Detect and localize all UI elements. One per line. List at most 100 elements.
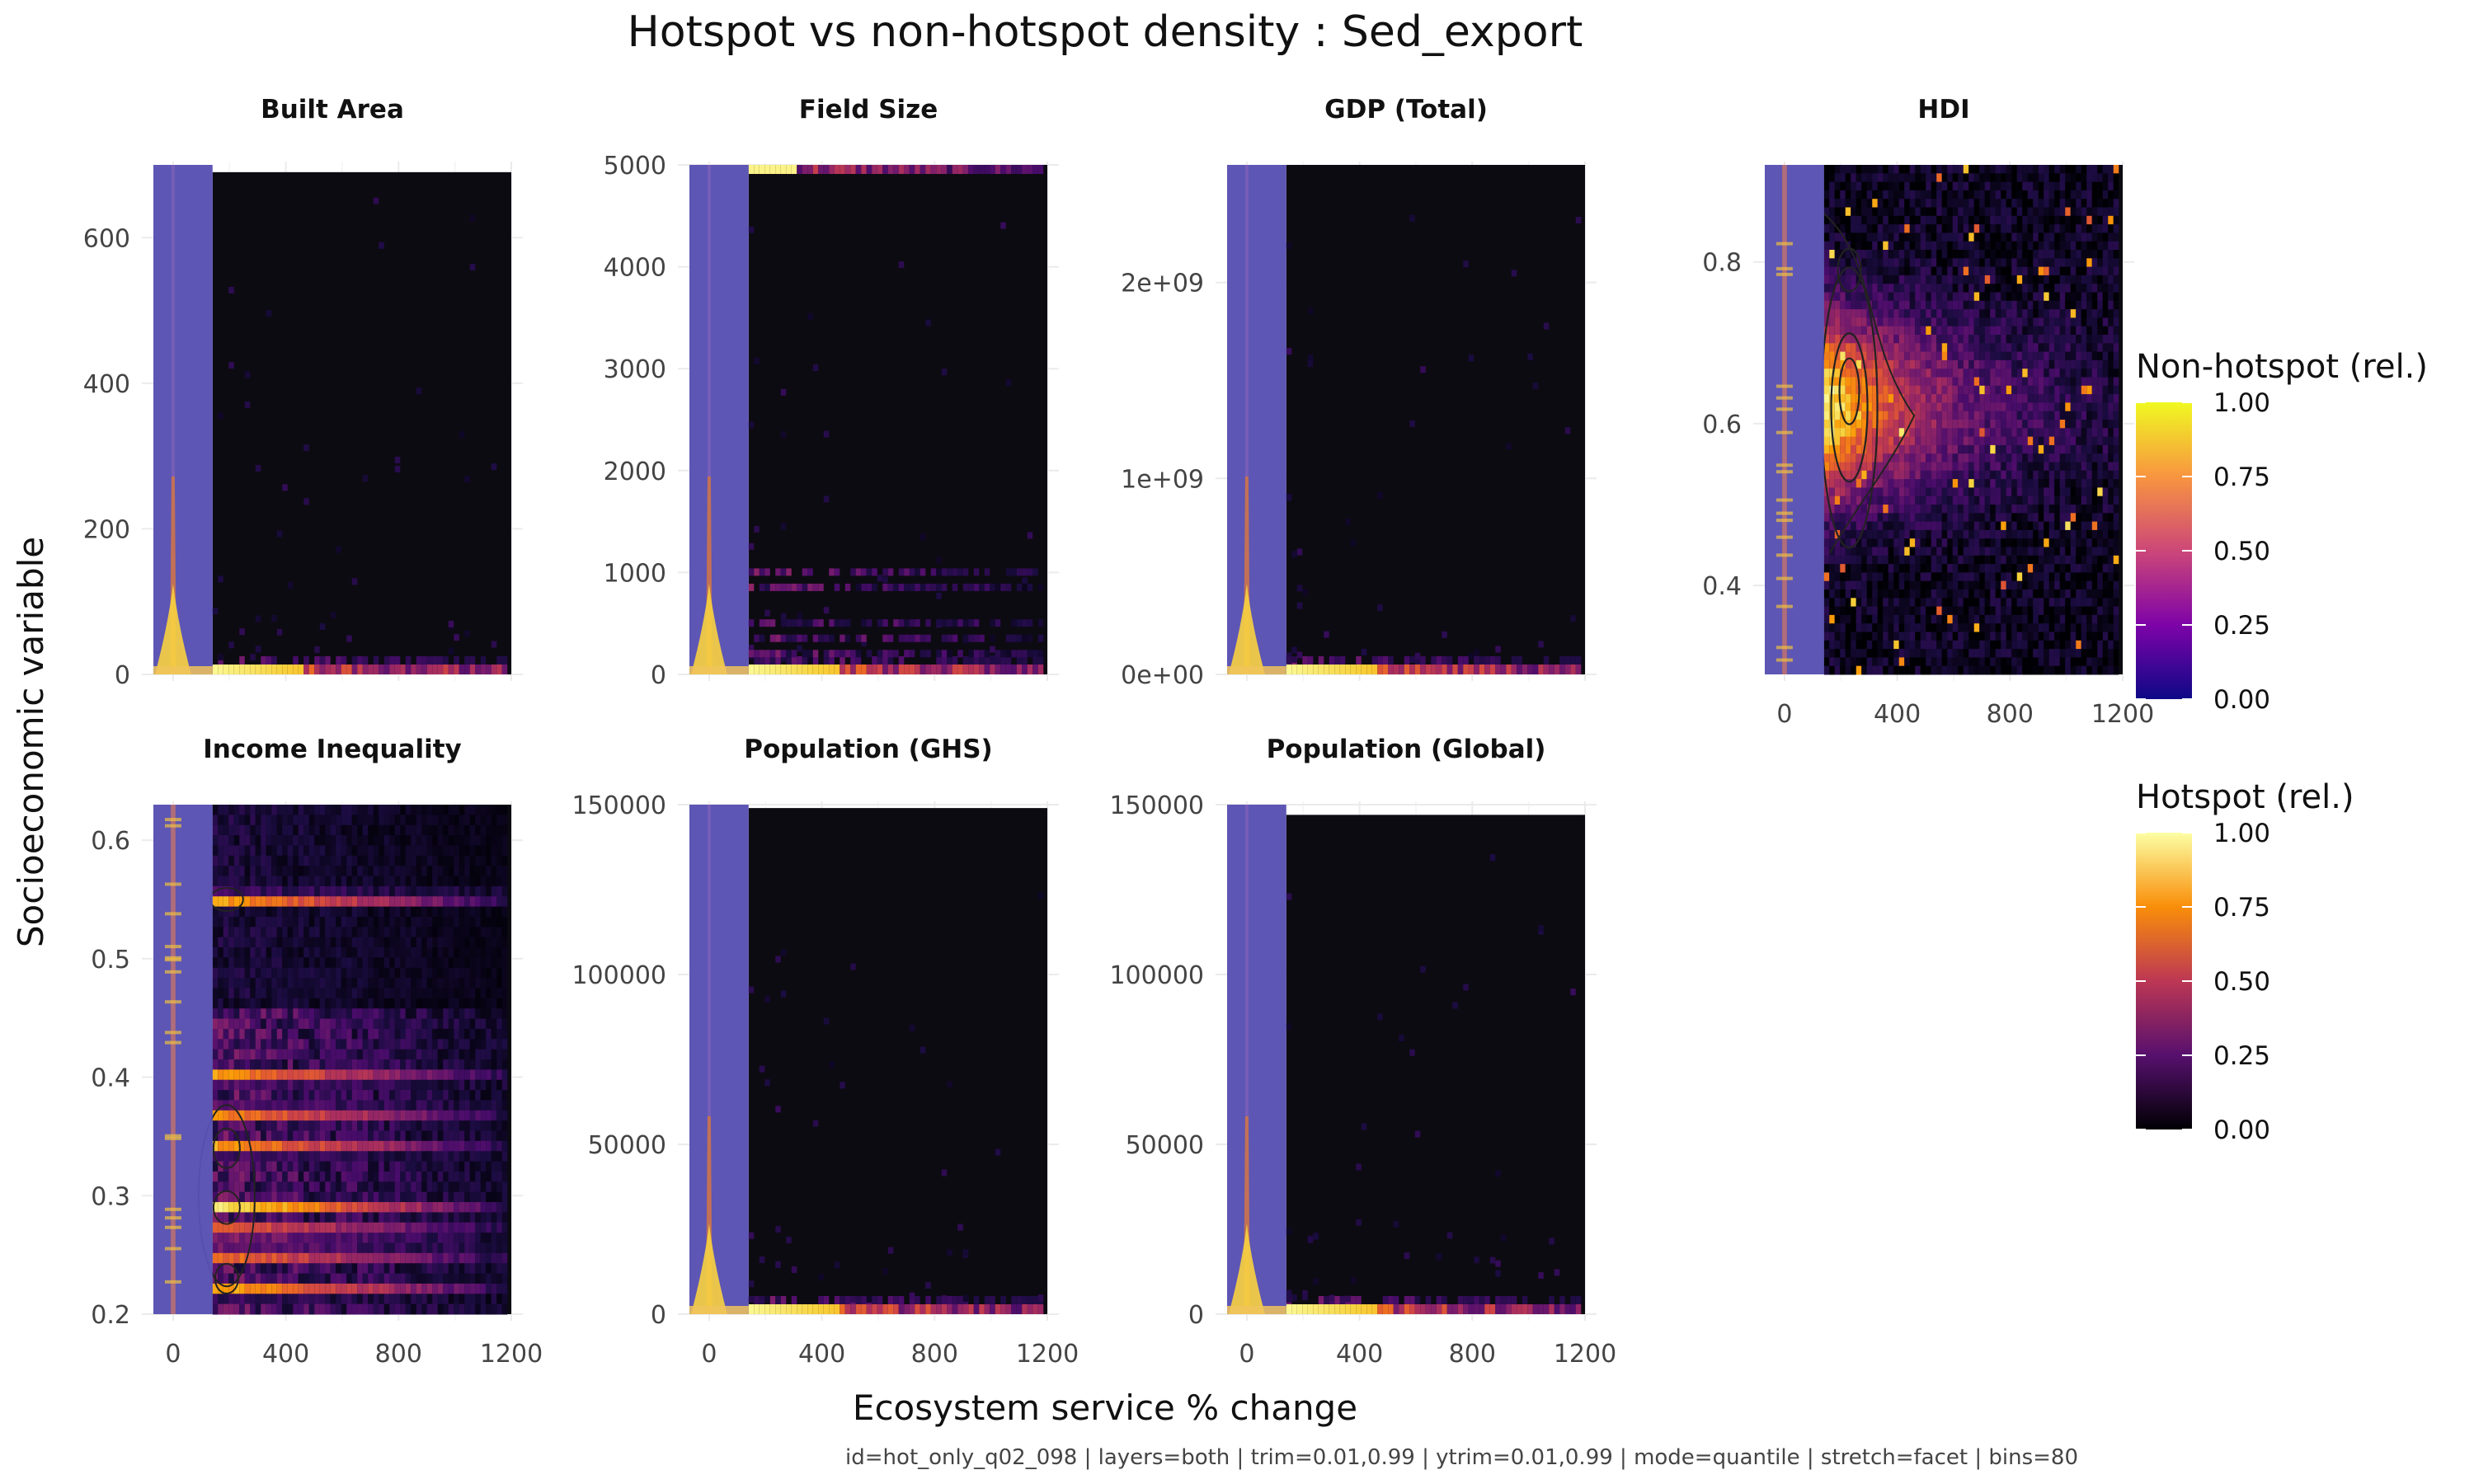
hotspot-cell bbox=[1920, 369, 1926, 378]
hotspot-cell bbox=[1861, 513, 1867, 523]
hotspot-cell bbox=[1968, 623, 1974, 632]
hotspot-cell bbox=[212, 876, 219, 887]
hotspot-cell bbox=[1909, 598, 1916, 608]
hotspot-cell bbox=[2006, 632, 2012, 641]
hotspot-cell bbox=[1990, 369, 1996, 378]
hotspot-cell bbox=[1909, 436, 1916, 446]
hotspot-cell bbox=[2081, 538, 2087, 547]
hotspot-cell bbox=[2086, 649, 2092, 658]
hotspot-sparse-cell bbox=[1468, 355, 1475, 362]
hotspot-cell bbox=[271, 967, 277, 979]
hotspot-sparse-cell bbox=[780, 431, 787, 439]
hotspot-streak-cell bbox=[898, 619, 905, 627]
hotspot-cell bbox=[1840, 589, 1846, 599]
hotspot-cell bbox=[1931, 580, 1937, 590]
hotspot-cell bbox=[2038, 623, 2044, 632]
hotspot-cell bbox=[1823, 479, 1830, 488]
hotspot-cell bbox=[1888, 266, 1894, 276]
hotspot-cell bbox=[2048, 317, 2055, 327]
hotspot-cell bbox=[2113, 529, 2119, 539]
hotspot-cell bbox=[2076, 453, 2081, 463]
hotspot-cell bbox=[2091, 564, 2098, 573]
hotspot-cell bbox=[1995, 317, 2001, 327]
hotspot-cell bbox=[2081, 207, 2087, 217]
hotspot-cell bbox=[266, 885, 272, 897]
hotspot-cell bbox=[1984, 317, 1991, 327]
hotspot-cell bbox=[1979, 436, 1985, 446]
hotspot-cell bbox=[2059, 665, 2066, 675]
hotspot-cell bbox=[2044, 402, 2049, 412]
hotspot-cell bbox=[2108, 300, 2114, 310]
hotspot-cell bbox=[1851, 614, 1856, 624]
hotspot-cell bbox=[2076, 538, 2081, 547]
hotspot-cell bbox=[2033, 266, 2039, 276]
hotspot-cell bbox=[1904, 250, 1910, 259]
hotspot-cell bbox=[2113, 300, 2119, 310]
hotspot-cell bbox=[1947, 224, 1953, 233]
hotspot-cell bbox=[2091, 377, 2098, 387]
hotspot-cell bbox=[276, 957, 283, 969]
hotspot-cell bbox=[1861, 343, 1867, 353]
hotspot-cell bbox=[2048, 614, 2055, 624]
hotspot-cell bbox=[2059, 462, 2066, 472]
hotspot-cell bbox=[1829, 598, 1835, 608]
hotspot-cell bbox=[1909, 640, 1916, 650]
hotspot-cell bbox=[1995, 665, 2001, 675]
hotspot-cell bbox=[2038, 632, 2044, 641]
hotspot-cell bbox=[2070, 529, 2077, 539]
hotspot-cell bbox=[1968, 564, 1974, 573]
hotspot-cell bbox=[1995, 640, 2001, 650]
hotspot-cell bbox=[1898, 359, 1905, 369]
hotspot-cell bbox=[2108, 580, 2114, 590]
hotspot-cell bbox=[1968, 181, 1974, 191]
hotspot-cell bbox=[1952, 224, 1959, 233]
hotspot-cell bbox=[1920, 309, 1926, 318]
hotspot-cell bbox=[2059, 632, 2066, 641]
hotspot-cell bbox=[2097, 411, 2103, 420]
hotspot-cell bbox=[1909, 241, 1916, 251]
hotspot-low-cell bbox=[1442, 656, 1447, 665]
hotspot-cell bbox=[1888, 275, 1894, 284]
non-hotspot-band bbox=[1765, 165, 1824, 674]
hotspot-cell bbox=[1931, 462, 1937, 472]
hotspot-cell bbox=[1995, 614, 2001, 624]
hotspot-cell bbox=[1834, 411, 1841, 420]
hotspot-cell bbox=[357, 876, 363, 887]
chart-title: Hotspot vs non-hotspot density : Sed_exp… bbox=[628, 7, 1583, 57]
hotspot-cell bbox=[266, 937, 272, 948]
hotspot-cell bbox=[2001, 495, 2006, 505]
hotspot-cell bbox=[1920, 428, 1926, 438]
hotspot-cell bbox=[2033, 606, 2039, 616]
hotspot-cell bbox=[1920, 199, 1926, 208]
hotspot-cell bbox=[1883, 326, 1888, 336]
hotspot-cell bbox=[2102, 241, 2109, 251]
hotspot-cell bbox=[261, 896, 266, 908]
hotspot-cell bbox=[308, 815, 315, 826]
hotspot-cell bbox=[1926, 462, 1931, 472]
hotspot-cell bbox=[2113, 241, 2119, 251]
hotspot-cell bbox=[1958, 436, 1964, 446]
hotspot-cell bbox=[1947, 479, 1953, 488]
hotspot-cell bbox=[1920, 215, 1926, 225]
hotspot-cell bbox=[1904, 351, 1910, 361]
hotspot-cell bbox=[1888, 411, 1894, 420]
hotspot-cell bbox=[1926, 606, 1931, 616]
hotspot-cell bbox=[1936, 462, 1942, 472]
hotspot-cell bbox=[1851, 665, 1856, 675]
hotspot-cell bbox=[1947, 284, 1953, 293]
hotspot-cell bbox=[1845, 657, 1851, 667]
hotspot-low-cell bbox=[341, 656, 347, 665]
hotspot-cell bbox=[2076, 529, 2081, 539]
hotspot-cell bbox=[1936, 258, 1942, 268]
hotspot-streak-cell bbox=[834, 583, 840, 591]
hotspot-cell bbox=[314, 876, 320, 887]
hotspot-cell bbox=[1904, 580, 1910, 590]
hotspot-cell bbox=[389, 916, 395, 928]
hotspot-cell bbox=[1920, 420, 1926, 429]
hotspot-cell bbox=[2033, 547, 2039, 556]
hotspot-bottom-cell bbox=[250, 665, 256, 674]
hotspot-cell bbox=[443, 947, 449, 958]
hotspot-top-cell bbox=[882, 165, 888, 174]
hotspot-cell bbox=[1856, 487, 1862, 497]
